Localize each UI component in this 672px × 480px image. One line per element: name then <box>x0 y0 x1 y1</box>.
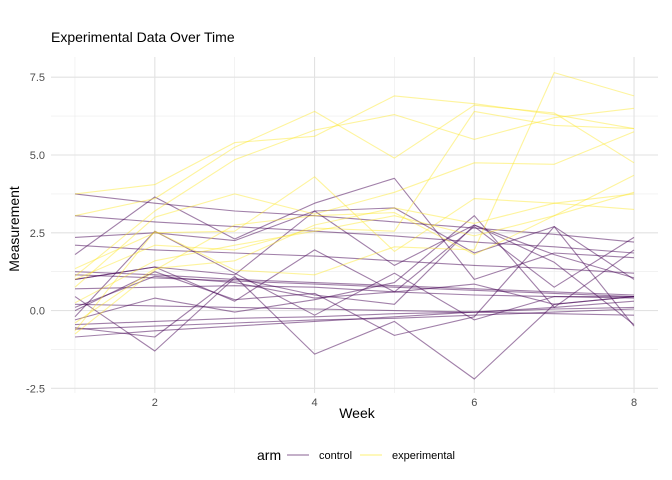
control-series-line <box>74 177 635 280</box>
y-tick-label: 5.0 <box>30 150 45 162</box>
y-tick-label: 2.5 <box>30 228 45 240</box>
experimental-series-line <box>74 191 635 304</box>
major-gridlines <box>51 57 658 393</box>
control-series-line <box>74 210 635 280</box>
experimental-series-line <box>74 95 635 195</box>
legend-label-experimental: experimental <box>392 450 455 462</box>
experimental-series-line <box>74 104 635 217</box>
experimental-series-line <box>74 72 635 332</box>
x-axis-title: Week <box>339 405 376 421</box>
x-tick-label: 6 <box>471 397 477 409</box>
control-series-line <box>74 224 635 352</box>
control-series-line <box>74 244 635 274</box>
legend: arm control experimental <box>257 447 455 463</box>
y-tick-label: 0.0 <box>30 306 45 318</box>
control-series-line <box>74 308 635 330</box>
control-series-line <box>74 215 635 254</box>
y-axis-tick-labels: -2.5 0.0 2.5 5.0 7.5 <box>26 72 45 395</box>
experimental-series-line <box>74 176 635 270</box>
y-tick-label: 7.5 <box>30 72 45 84</box>
y-axis-title: Measurement <box>6 186 22 272</box>
experimental-series-line <box>74 107 635 277</box>
legend-label-control: control <box>319 450 352 462</box>
control-series-line <box>74 306 635 326</box>
legend-title: arm <box>257 447 281 463</box>
y-tick-label: -2.5 <box>26 383 45 395</box>
control-series-line <box>74 275 635 308</box>
x-tick-label: 2 <box>152 397 158 409</box>
x-tick-label: 8 <box>631 397 637 409</box>
control-series-line <box>74 274 635 298</box>
x-tick-label: 4 <box>312 397 318 409</box>
control-series-line <box>74 215 635 321</box>
experimental-series-lines <box>74 72 635 335</box>
chart-title: Experimental Data Over Time <box>51 29 235 45</box>
control-series-line <box>74 207 635 280</box>
control-series-line <box>74 226 635 302</box>
control-series-lines <box>74 177 635 380</box>
experimental-series-line <box>74 174 635 335</box>
control-series-line <box>74 303 635 316</box>
experimental-series-line <box>74 131 635 288</box>
control-series-line <box>74 285 635 299</box>
x-axis-tick-labels: 2 4 6 8 <box>152 397 637 409</box>
experimental-series-line <box>74 110 635 280</box>
control-series-line <box>74 275 635 380</box>
control-series-line <box>74 226 635 336</box>
experimental-series-line <box>74 193 635 324</box>
